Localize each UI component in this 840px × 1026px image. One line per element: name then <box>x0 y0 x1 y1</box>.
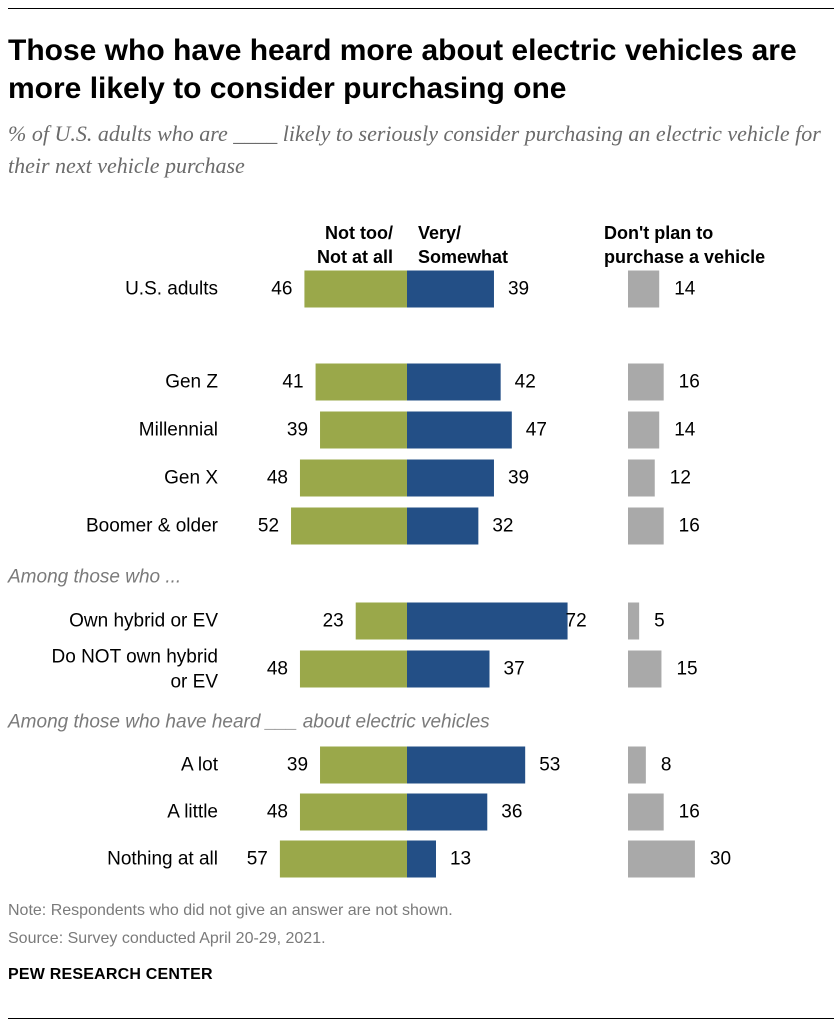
value-label-no-plan: 14 <box>674 420 696 441</box>
value-label-no-plan: 5 <box>654 611 665 632</box>
header-likely: Very/ <box>418 223 461 243</box>
category-label: Boomer & older <box>86 516 219 537</box>
bar-no-plan <box>628 270 660 308</box>
bar-no-plan <box>628 507 664 545</box>
section-header: Among those who ... <box>7 567 181 588</box>
value-label-no-plan: 8 <box>661 755 672 776</box>
header-not-likely: Not at all <box>317 247 393 267</box>
bar-not-likely <box>320 411 407 449</box>
value-label-no-plan: 15 <box>676 659 697 680</box>
value-label-not-likely: 57 <box>247 849 268 870</box>
bar-not-likely <box>320 746 407 784</box>
bar-not-likely <box>299 793 407 831</box>
value-label-no-plan: 16 <box>679 372 700 393</box>
bar-no-plan <box>628 602 640 640</box>
category-label: Own hybrid or EV <box>69 611 218 632</box>
value-label-not-likely: 48 <box>267 802 288 823</box>
bar-likely <box>407 602 568 640</box>
bar-not-likely <box>304 270 407 308</box>
value-label-likely: 53 <box>539 755 560 776</box>
bar-not-likely <box>355 602 407 640</box>
bar-no-plan <box>628 363 664 401</box>
value-label-likely: 39 <box>508 468 529 489</box>
top-rule <box>8 8 834 9</box>
source-text: Source: Survey conducted April 20-29, 20… <box>8 930 326 947</box>
category-label: A little <box>167 802 218 823</box>
value-label-not-likely: 23 <box>323 611 344 632</box>
bar-not-likely <box>279 840 407 878</box>
value-label-likely: 32 <box>492 516 513 537</box>
value-label-not-likely: 48 <box>267 468 288 489</box>
value-label-likely: 47 <box>526 420 547 441</box>
bar-likely <box>407 363 501 401</box>
category-label: Nothing at all <box>107 849 218 870</box>
bar-not-likely <box>299 459 407 497</box>
value-label-likely: 39 <box>508 279 529 300</box>
value-label-not-likely: 52 <box>258 516 279 537</box>
category-label: Gen Z <box>165 372 218 393</box>
value-label-likely: 36 <box>501 802 522 823</box>
bar-likely <box>407 270 494 308</box>
bar-likely <box>407 650 490 688</box>
value-label-not-likely: 39 <box>287 755 308 776</box>
bar-no-plan <box>628 650 662 688</box>
value-label-likely: 37 <box>504 659 525 680</box>
header-no-plan: Don't plan to <box>604 223 713 243</box>
value-label-no-plan: 14 <box>674 279 696 300</box>
brand-label: PEW RESEARCH CENTER <box>8 966 213 983</box>
header-no-plan: purchase a vehicle <box>604 247 765 267</box>
value-label-likely: 13 <box>450 849 471 870</box>
value-label-no-plan: 12 <box>670 468 691 489</box>
category-label: U.S. adults <box>125 279 218 300</box>
category-label: A lot <box>181 755 219 776</box>
bar-likely <box>407 746 526 784</box>
bar-no-plan <box>628 840 695 878</box>
bottom-rule <box>8 1018 834 1019</box>
value-label-not-likely: 41 <box>282 372 303 393</box>
bar-not-likely <box>291 507 407 545</box>
bar-likely <box>407 411 512 449</box>
category-label: Gen X <box>164 468 218 489</box>
value-label-likely: 72 <box>566 611 587 632</box>
note-text: Note: Respondents who did not give an an… <box>8 902 453 919</box>
bar-likely <box>407 840 436 878</box>
section-header: Among those who have heard ___ about ele… <box>7 712 490 733</box>
header-likely: Somewhat <box>418 247 508 267</box>
bar-no-plan <box>628 411 660 449</box>
value-label-no-plan: 16 <box>679 516 700 537</box>
category-label: Millennial <box>139 420 218 441</box>
value-label-not-likely: 39 <box>287 420 308 441</box>
chart-subtitle: % of U.S. adults who are ____ likely to … <box>8 121 821 178</box>
bar-likely <box>407 507 479 545</box>
bar-no-plan <box>628 793 664 831</box>
bar-not-likely <box>299 650 407 688</box>
bar-not-likely <box>315 363 407 401</box>
category-label: or EV <box>170 672 218 693</box>
chart-title: Those who have heard more about electric… <box>8 34 797 105</box>
value-label-likely: 42 <box>515 372 536 393</box>
bar-likely <box>407 459 494 497</box>
value-label-not-likely: 48 <box>267 659 288 680</box>
value-label-no-plan: 30 <box>710 849 731 870</box>
bar-likely <box>407 793 488 831</box>
value-label-no-plan: 16 <box>679 802 700 823</box>
bar-no-plan <box>628 459 655 497</box>
value-label-not-likely: 46 <box>271 279 292 300</box>
header-not-likely: Not too/ <box>325 223 393 243</box>
category-label: Do NOT own hybrid <box>52 647 219 668</box>
bar-no-plan <box>628 746 646 784</box>
